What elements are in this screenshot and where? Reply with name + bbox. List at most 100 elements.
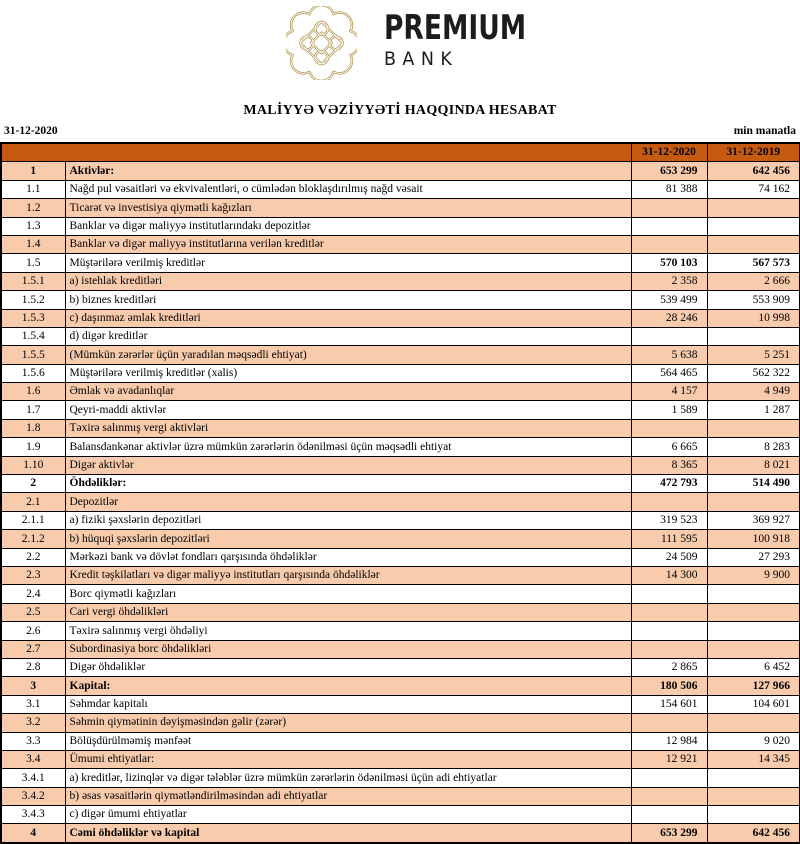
value-2019-cell: 5 251	[706, 345, 800, 365]
value-2019-cell: 100 918	[706, 529, 800, 549]
row-label-cell: Müştərilərə verilmiş kreditlər (xalis)	[64, 363, 632, 384]
value-2019-cell	[706, 621, 800, 641]
row-number-cell: 2.3	[0, 565, 66, 586]
value-2019-cell	[706, 584, 800, 604]
financial-position-table: 31-12-2020 31-12-2019 1 Aktivlər: 653 299 6…	[0, 142, 800, 844]
brand-name: PREMIUM	[384, 8, 527, 48]
header-empty-cell	[0, 142, 632, 163]
value-2019-cell: 74 162	[706, 179, 800, 200]
row-number-cell: 1.5.6	[0, 363, 66, 384]
row-label-cell: Ümumi ehtiyatlar:	[64, 749, 632, 770]
value-2020-cell: 653 299	[630, 823, 708, 844]
row-label-cell: Müştərilərə verilmiş kreditlər	[64, 253, 632, 273]
row-number-cell: 1.6	[0, 382, 66, 402]
row-label-cell: Öhdəliklər:	[64, 474, 632, 494]
row-number-cell: 3.4.3	[0, 805, 66, 825]
value-2020-cell: 472 793	[630, 474, 708, 494]
row-number-cell: 1.5.5	[0, 345, 66, 365]
value-2019-cell	[706, 198, 800, 218]
value-2020-cell: 539 499	[630, 290, 708, 310]
table-row: 1.3 Banklar və digər maliyyə institutları…	[0, 216, 800, 236]
row-number-cell: 1.4	[0, 234, 66, 255]
row-number-cell: 2.1.2	[0, 529, 66, 549]
row-label-cell: b) əsas vəsaitlərin qiymətləndirilməsind…	[64, 786, 632, 807]
row-number-cell: 1.5.2	[0, 290, 66, 310]
row-label-cell: Banklar və digər maliyyə institutlarında…	[64, 216, 632, 236]
row-number-cell: 2.5	[0, 602, 66, 623]
row-label-cell: Səhmdar kapitalı	[64, 694, 632, 715]
row-label-cell: Təxirə salınmış vergi aktivləri	[64, 418, 632, 439]
table-row: 1.5.3 c) daşınmaz əmlak kreditləri 28 246 1…	[0, 308, 800, 328]
value-2019-cell: 8 021	[706, 455, 800, 476]
value-2019-cell: 10 998	[706, 308, 800, 328]
value-2019-cell: 104 601	[706, 694, 800, 715]
value-2019-cell	[706, 786, 800, 807]
unit-label: min manatla	[733, 125, 796, 137]
row-number-cell: 3.1	[0, 694, 66, 715]
table-row: 2.5 Cari vergi öhdəlikləri	[0, 602, 800, 623]
row-label-cell: Banklar və digər maliyyə institutlarına …	[64, 234, 632, 255]
value-2020-cell: 8 365	[630, 455, 708, 476]
table-row: 1.10 Digər aktivlər 8 365 8 021	[0, 455, 800, 476]
row-label-cell: a) kreditlər, lizinqlər və digər tələblə…	[64, 768, 632, 788]
value-2020-cell: 653 299	[630, 161, 708, 181]
table-row: 1.6 Əmlak və avadanlıqlar 4 157 4 949	[0, 382, 800, 402]
value-2020-cell: 24 509	[630, 547, 708, 567]
row-label-cell: b) biznes kreditləri	[64, 290, 632, 310]
table-row: 1.5.1 a) istehlak kreditləri 2 358 2 666	[0, 271, 800, 292]
table-row: 1.2 Ticarət və investisiya qiymətli kağız…	[0, 198, 800, 218]
row-label-cell: c) digər ümumi ehtiyatlar	[64, 805, 632, 825]
row-number-cell: 4	[0, 823, 66, 844]
row-number-cell: 1.8	[0, 418, 66, 439]
ornamental-knot-emblem-icon	[286, 6, 357, 80]
value-2019-cell: 369 927	[706, 510, 800, 531]
table-row: 3.3 Bölüşdürülməmiş mənfəət 12 984 9 020	[0, 731, 800, 751]
row-label-cell: Kapital:	[64, 676, 632, 696]
row-number-cell: 1.2	[0, 198, 66, 218]
row-number-cell: 1.10	[0, 455, 66, 476]
row-number-cell: 2.2	[0, 547, 66, 567]
row-label-cell: Səhmin qiymətinin dəyişməsindən gəlir (z…	[64, 713, 632, 733]
value-2020-cell	[630, 639, 708, 659]
row-number-cell: 2	[0, 474, 66, 494]
row-number-cell: 3.3	[0, 731, 66, 751]
header-col-2019: 31-12-2019	[706, 142, 800, 163]
table-row: 1.9 Balansdankənar aktivlər üzrə mümkün z…	[0, 437, 800, 457]
row-label-cell: d) digər kreditlər	[64, 326, 632, 347]
value-2020-cell	[630, 326, 708, 347]
value-2019-cell: 14 345	[706, 749, 800, 770]
row-label-cell: Cari vergi öhdəlikləri	[64, 602, 632, 623]
table-row: 2.7 Subordinasiya borc öhdəlikləri	[0, 639, 800, 659]
table-row: 2.3 Kredit təşkilatları və digər maliyyə …	[0, 565, 800, 586]
row-label-cell: Təxirə salınmış vergi öhdəliyi	[64, 621, 632, 641]
row-label-cell: c) daşınmaz əmlak kreditləri	[64, 308, 632, 328]
value-2020-cell	[630, 621, 708, 641]
table-row: 4 Cəmi öhdəliklər və kapital 653 299 642 45…	[0, 823, 800, 844]
row-number-cell: 2.6	[0, 621, 66, 641]
table-row: 1.8 Təxirə salınmış vergi aktivləri	[0, 418, 800, 439]
table-row: 1 Aktivlər: 653 299 642 456	[0, 161, 800, 181]
value-2019-cell: 127 966	[706, 676, 800, 696]
table-row: 2.1.2 b) hüquqi şəxslərin depozitləri 111 …	[0, 529, 800, 549]
report-title: MALİYYƏ VƏZİYYƏTİ HAQQINDA HESABAT	[243, 103, 557, 118]
value-2020-cell: 1 589	[630, 400, 708, 420]
bank-logo: PREMIUM BANK	[286, 6, 566, 80]
value-2019-cell	[706, 326, 800, 347]
row-label-cell: a) fiziki şəxslərin depozitləri	[64, 510, 632, 531]
value-2020-cell	[630, 786, 708, 807]
row-number-cell: 1.9	[0, 437, 66, 457]
row-label-cell: Bölüşdürülməmiş mənfəət	[64, 731, 632, 751]
value-2020-cell: 5 638	[630, 345, 708, 365]
value-2019-cell: 4 949	[706, 382, 800, 402]
table-row: 2.1 Depozitlər	[0, 492, 800, 512]
row-label-cell: Mərkəzi bank və dövlət fondları qarşısın…	[64, 547, 632, 567]
row-label-cell: Aktivlər:	[64, 161, 632, 181]
table-row: 3.4.3 c) digər ümumi ehtiyatlar	[0, 805, 800, 825]
value-2020-cell: 564 465	[630, 363, 708, 384]
row-label-cell: Subordinasiya borc öhdəlikləri	[64, 639, 632, 659]
value-2019-cell: 9 020	[706, 731, 800, 751]
value-2020-cell: 111 595	[630, 529, 708, 549]
table-row: 2.4 Borc qiymətli kağızları	[0, 584, 800, 604]
value-2019-cell	[706, 805, 800, 825]
